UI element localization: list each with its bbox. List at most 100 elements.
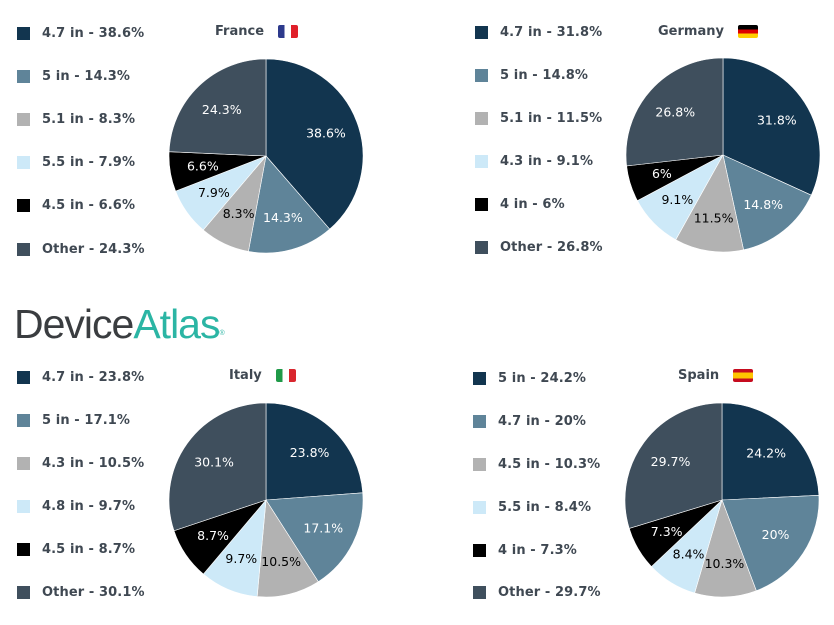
swatch-icon: [17, 26, 30, 40]
legend-item: 5 in - 24.2%: [473, 369, 586, 387]
pie-slice: [624, 402, 723, 529]
swatch-icon: [475, 240, 488, 254]
chart-panel-spain: 5 in - 24.2% 4.7 in - 20% 4.5 in - 10.3%…: [420, 360, 834, 625]
pie-slice: [265, 492, 364, 583]
swatch-icon: [17, 370, 30, 384]
chart-title: Spain: [678, 368, 754, 383]
swatch-icon: [17, 413, 30, 427]
swatch-icon: [17, 456, 30, 470]
slice-label: 11.5%: [694, 210, 734, 225]
slice-label: 10.5%: [261, 554, 301, 569]
legend-item: 4.8 in - 9.7%: [17, 497, 135, 515]
slice-label: 14.8%: [743, 197, 783, 212]
pie-slice: [722, 154, 812, 251]
slice-label: 30.1%: [194, 455, 234, 470]
legend-item: 4.5 in - 6.6%: [17, 196, 135, 214]
pie-slice: [168, 58, 267, 157]
legend-item: Other - 26.8%: [475, 238, 603, 256]
legend-item: 4.5 in - 8.7%: [17, 540, 135, 558]
slice-label: 38.6%: [306, 126, 346, 141]
slice-label: 23.8%: [290, 445, 330, 460]
swatch-icon: [475, 68, 488, 82]
swatch-icon: [473, 371, 486, 385]
chart-panel-italy: 4.7 in - 23.8% 5 in - 17.1% 4.3 in - 10.…: [0, 360, 420, 625]
legend-item: 4.3 in - 9.1%: [475, 152, 593, 170]
slice-label: 7.9%: [198, 185, 230, 200]
swatch-icon: [17, 542, 30, 556]
chart-title: Italy: [229, 368, 296, 383]
swatch-icon: [473, 585, 486, 599]
pie-slice: [625, 57, 724, 167]
legend-item: 4.7 in - 20%: [473, 412, 586, 430]
legend-item: 4 in - 6%: [475, 195, 565, 213]
legend-item: 5.1 in - 8.3%: [17, 110, 135, 128]
chart-panel-france: 4.7 in - 38.6% 5 in - 14.3% 5.1 in - 8.3…: [0, 0, 420, 280]
slice-label: 8.4%: [673, 547, 705, 562]
pie-chart-spain: 24.2% 20% 10.3%8.4% 7.3% 29.7%: [624, 402, 820, 598]
pie-slice: [265, 402, 364, 501]
pie-slice: [721, 494, 820, 592]
legend-item: 5.5 in - 7.9%: [17, 153, 135, 171]
pie-slice: [721, 402, 820, 501]
slice-label: 20%: [762, 527, 790, 542]
spain-flag-icon: [733, 369, 754, 382]
slice-label: 24.3%: [202, 102, 242, 117]
legend-item: Other - 29.7%: [473, 583, 601, 601]
legend-item: 4.7 in - 31.8%: [475, 23, 602, 41]
swatch-icon: [17, 69, 30, 83]
legend-item: 5 in - 17.1%: [17, 411, 130, 429]
legend-item: 4.7 in - 38.6%: [17, 24, 144, 42]
swatch-icon: [475, 111, 488, 125]
slice-label: 10.3%: [705, 556, 745, 571]
swatch-icon: [475, 25, 488, 39]
swatch-icon: [473, 543, 486, 557]
pie-chart-germany: 31.8% 14.8% 11.5%9.1% 6% 26.8%: [625, 57, 821, 253]
pie-slice: [265, 58, 364, 230]
slice-label: 7.3%: [651, 524, 683, 539]
chart-title: France: [215, 24, 299, 39]
slice-label: 31.8%: [757, 112, 797, 127]
swatch-icon: [475, 197, 488, 211]
pie-slice: [722, 57, 821, 196]
slice-label: 8.7%: [197, 528, 229, 543]
swatch-icon: [17, 242, 30, 256]
legend-item: 4.3 in - 10.5%: [17, 454, 144, 472]
legend-item: 5 in - 14.8%: [475, 66, 588, 84]
deviceatlas-logo: DeviceAtlas®: [14, 301, 225, 347]
slice-label: 8.3%: [223, 206, 255, 221]
slice-label: 29.7%: [651, 454, 691, 469]
pie-slice: [168, 402, 267, 532]
slice-label: 26.8%: [655, 104, 695, 119]
legend-item: 4.5 in - 10.3%: [473, 455, 600, 473]
slice-label: 9.1%: [661, 192, 693, 207]
italy-flag-icon: [275, 369, 296, 382]
chart-panel-germany: 4.7 in - 31.8% 5 in - 14.8% 5.1 in - 11.…: [420, 0, 834, 280]
pie-chart-italy: 23.8% 17.1% 10.5% 9.7% 8.7% 30.1%: [168, 402, 364, 598]
legend-item: 5.1 in - 11.5%: [475, 109, 602, 127]
slice-label: 24.2%: [746, 446, 786, 461]
chart-title: Germany: [658, 24, 758, 39]
germany-flag-icon: [737, 25, 758, 38]
pie-slice: [248, 155, 331, 254]
slice-label: 6.6%: [187, 158, 219, 173]
slice-label: 9.7%: [225, 551, 257, 566]
legend-item: 4 in - 7.3%: [473, 541, 577, 559]
slice-label: 14.3%: [263, 210, 303, 225]
legend-item: 4.7 in - 23.8%: [17, 368, 144, 386]
slice-label: 6%: [652, 166, 672, 181]
swatch-icon: [473, 414, 486, 428]
swatch-icon: [17, 198, 30, 212]
swatch-icon: [17, 155, 30, 169]
swatch-icon: [473, 500, 486, 514]
pie-chart-france: 38.6% 14.3% 8.3% 7.9% 6.6% 24.3%: [168, 58, 364, 254]
swatch-icon: [17, 112, 30, 126]
pie-slice: [675, 154, 744, 253]
legend-item: 5 in - 14.3%: [17, 67, 130, 85]
swatch-icon: [17, 499, 30, 513]
legend-item: 5.5 in - 8.4%: [473, 498, 591, 516]
swatch-icon: [17, 585, 30, 599]
france-flag-icon: [278, 25, 299, 38]
swatch-icon: [475, 154, 488, 168]
legend-item: Other - 24.3%: [17, 240, 145, 258]
swatch-icon: [473, 457, 486, 471]
